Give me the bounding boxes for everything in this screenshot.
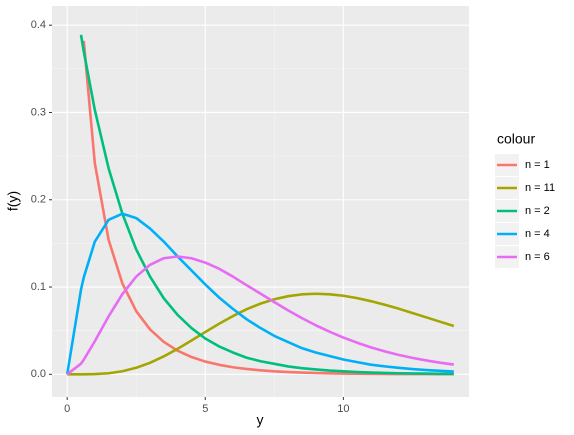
- x-tick-label: 5: [202, 403, 208, 415]
- y-tick-label: 0.3: [31, 106, 46, 118]
- panel: [52, 6, 469, 397]
- y-tick-label: 0.0: [31, 368, 46, 380]
- legend-label: n = 6: [525, 251, 550, 263]
- legend-title: colour: [497, 131, 535, 147]
- line: [79, 34, 454, 376]
- y-tick-label: 0.2: [31, 194, 46, 206]
- y-tick-label: 0.1: [31, 281, 46, 293]
- legend: n = 1 n = 11 n = 2 n = 4 n = 6: [495, 154, 555, 268]
- y-axis-title: f(y): [5, 191, 21, 211]
- legend-label: n = 1: [525, 159, 550, 171]
- legend-label: n = 2: [525, 205, 550, 217]
- line: [65, 212, 454, 375]
- legend-label: n = 11: [525, 182, 555, 194]
- line: [67, 292, 455, 376]
- x-tick-label: 0: [64, 403, 70, 415]
- lines: [65, 34, 455, 376]
- x-axis-title: y: [257, 412, 264, 428]
- line: [66, 255, 454, 376]
- y-tick-label: 0.4: [31, 19, 46, 31]
- x-tick-label: 10: [337, 403, 349, 415]
- legend-label: n = 4: [525, 228, 550, 240]
